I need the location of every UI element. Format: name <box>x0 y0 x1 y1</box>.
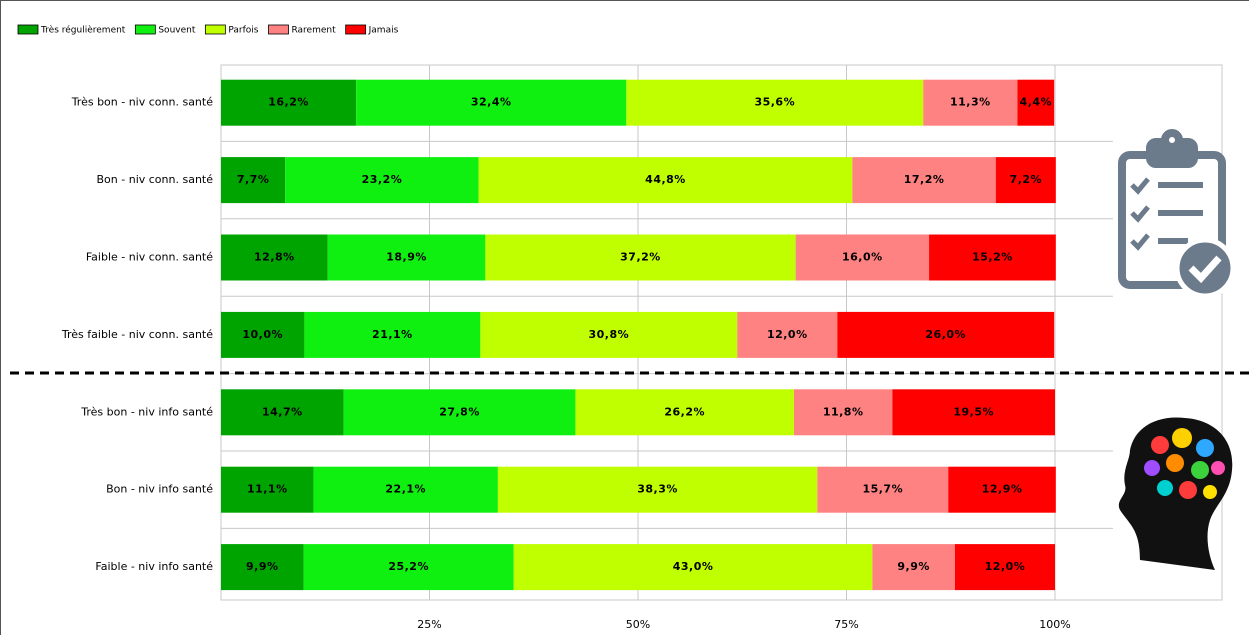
bar-segment <box>793 389 893 436</box>
bar-segment <box>221 389 344 436</box>
value-label: 21,1% <box>372 328 413 341</box>
value-label: 10,0% <box>242 328 283 341</box>
bar-segment <box>343 389 576 436</box>
value-label: 15,2% <box>972 251 1013 264</box>
bar-segment <box>221 79 357 126</box>
legend-label: Souvent <box>158 26 195 36</box>
value-label: 25,2% <box>388 560 429 573</box>
y-tick-label: Faible - niv info santé <box>95 560 213 573</box>
bar-segment <box>575 389 794 436</box>
value-label: 12,9% <box>982 483 1023 496</box>
bars: Très bon - niv conn. santé 16,2% 32,4% 35,6… <box>61 79 1056 591</box>
value-label: 11,8% <box>823 405 864 418</box>
value-label: 16,0% <box>842 251 883 264</box>
value-label: 44,8% <box>645 173 686 186</box>
bar-segment <box>285 157 479 204</box>
legend: Très régulièrement Souvent Parfois Rarement… <box>17 24 399 36</box>
y-tick-label: Très bon - niv conn. santé <box>71 96 214 109</box>
value-label: 30,8% <box>588 328 629 341</box>
bar-segment <box>313 466 498 513</box>
bar-segment <box>221 157 286 204</box>
bar-segment <box>478 157 853 204</box>
value-label: 43,0% <box>673 560 714 573</box>
bar-segment <box>356 79 627 126</box>
y-tick-label: Bon - niv info santé <box>106 483 213 496</box>
bar-segment <box>480 311 738 358</box>
value-label: 16,2% <box>268 96 309 109</box>
value-label: 18,9% <box>386 251 427 264</box>
bar-segment <box>303 544 514 591</box>
bar-segment <box>327 234 486 281</box>
clipboard-icon <box>1118 129 1236 299</box>
x-tick-label: 100% <box>1039 618 1070 631</box>
brain-icon <box>1118 417 1233 570</box>
bar-segment <box>852 157 996 204</box>
legend-label: Jamais <box>368 26 399 36</box>
value-label: 15,7% <box>862 483 903 496</box>
value-label: 12,0% <box>985 560 1026 573</box>
bar-segment <box>995 157 1056 204</box>
legend-swatch <box>345 24 367 35</box>
value-label: 4,4% <box>1020 96 1053 109</box>
value-label: 35,6% <box>754 96 795 109</box>
bar-segment <box>892 389 1055 436</box>
value-label: 23,2% <box>362 173 403 186</box>
value-label: 12,8% <box>254 251 295 264</box>
bar-segment <box>221 544 304 591</box>
value-label: 38,3% <box>637 483 678 496</box>
bar-segment <box>948 466 1056 513</box>
bar-segment <box>221 234 328 281</box>
value-label: 19,5% <box>953 405 994 418</box>
y-tick-label: Très bon - niv info santé <box>80 405 213 418</box>
value-label: 7,7% <box>237 173 270 186</box>
bar-segment <box>795 234 930 281</box>
bar-segment <box>221 466 314 513</box>
value-label: 12,0% <box>767 328 808 341</box>
legend-swatch <box>204 24 226 35</box>
y-tick-label: Très faible - niv conn. santé <box>61 328 213 341</box>
value-label: 22,1% <box>385 483 426 496</box>
legend-swatch <box>17 24 39 35</box>
legend-label: Parfois <box>228 26 258 36</box>
bar-segment <box>497 466 818 513</box>
value-label: 11,1% <box>247 483 288 496</box>
bar-segment <box>221 311 305 358</box>
bar-segment <box>513 544 873 591</box>
legend-label: Rarement <box>291 26 336 36</box>
legend-label: Très régulièrement <box>40 25 126 36</box>
bar-segment <box>929 234 1056 281</box>
value-label: 17,2% <box>904 173 945 186</box>
x-tick-label: 50% <box>626 618 650 631</box>
value-label: 9,9% <box>897 560 930 573</box>
legend-swatch <box>268 24 289 35</box>
y-tick-label: Bon - niv conn. santé <box>97 173 214 186</box>
value-label: 32,4% <box>471 96 512 109</box>
bar-segment <box>485 234 796 281</box>
x-tick-label: 75% <box>834 618 858 631</box>
bar-segment <box>1017 79 1055 126</box>
value-label: 26,2% <box>664 405 705 418</box>
bar-segment <box>837 311 1055 358</box>
value-label: 26,0% <box>925 328 966 341</box>
value-label: 37,2% <box>620 251 661 264</box>
bar-segment <box>626 79 924 126</box>
value-label: 14,7% <box>262 405 303 418</box>
legend-swatch <box>134 24 156 35</box>
value-label: 11,3% <box>950 96 991 109</box>
value-label: 7,2% <box>1010 173 1043 186</box>
value-label: 27,8% <box>439 405 480 418</box>
bar-segment <box>872 544 955 591</box>
bar-segment <box>923 79 1018 126</box>
bar-segment <box>954 544 1055 591</box>
bar-segment <box>817 466 949 513</box>
y-tick-label: Faible - niv conn. santé <box>86 251 213 264</box>
bar-segment <box>304 311 481 358</box>
x-tick-label: 25% <box>417 618 441 631</box>
value-label: 9,9% <box>246 560 279 573</box>
bar-segment <box>737 311 838 358</box>
